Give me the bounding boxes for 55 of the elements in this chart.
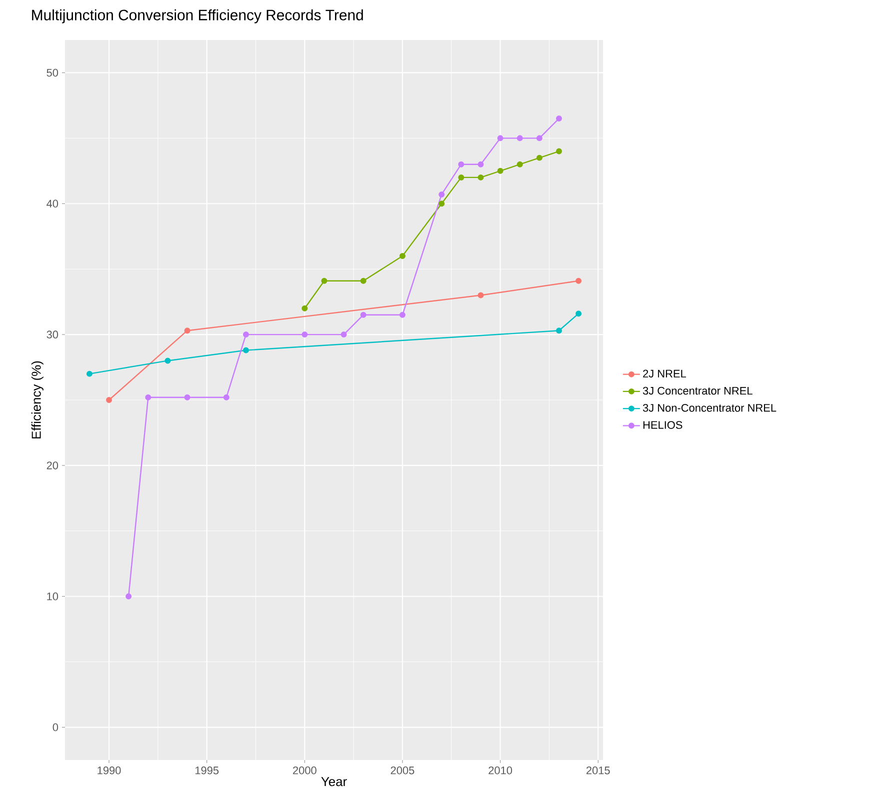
legend-label: 3J Concentrator NREL (642, 386, 752, 395)
point (340, 332, 347, 338)
point (556, 116, 562, 122)
legend-label: 3J Non-Concentrator NREL (642, 404, 776, 412)
x-tick-label: 2000 (293, 766, 316, 774)
legend-label: HELIOS (643, 421, 682, 429)
point (126, 593, 132, 600)
point (438, 200, 445, 207)
point (399, 253, 406, 259)
point (497, 168, 504, 174)
x-tick-label: 2015 (586, 766, 610, 774)
point (516, 161, 523, 168)
point (516, 135, 523, 142)
y-tick-label: 50 (46, 68, 58, 77)
point (478, 174, 484, 180)
point (478, 292, 484, 298)
point (576, 278, 582, 284)
point (302, 305, 308, 312)
point (536, 154, 542, 161)
point (223, 394, 230, 400)
point (399, 312, 406, 318)
y-tick-label: 30 (46, 330, 58, 338)
x-axis-title: Year (321, 777, 347, 786)
point (145, 394, 152, 400)
point (106, 397, 112, 403)
point (478, 161, 484, 168)
point (164, 358, 171, 364)
x-tick-label: 1990 (98, 766, 121, 774)
x-tick-label: 2010 (488, 766, 512, 774)
point (458, 161, 464, 168)
point (360, 278, 366, 284)
x-tick-label: 1995 (195, 766, 219, 774)
y-axis-title: Efficiency (%) (31, 361, 44, 438)
y-tick-label: 10 (47, 592, 58, 600)
point (184, 394, 190, 400)
point (576, 310, 582, 317)
x-tick-label: 2005 (390, 766, 414, 774)
point (438, 191, 445, 198)
point (536, 135, 542, 142)
point (556, 148, 562, 154)
legend-label: 2J NREL (643, 370, 686, 378)
y-tick-label: 20 (46, 462, 58, 470)
point (556, 328, 562, 334)
point (360, 312, 366, 318)
point (242, 347, 249, 354)
point (497, 135, 504, 142)
chart-title: Multijunction Conversion Efficiency Records Trend (32, 9, 363, 24)
y-tick-label: 0 (52, 723, 58, 732)
point (458, 174, 464, 180)
point (184, 328, 190, 334)
point (86, 370, 92, 377)
point (242, 332, 249, 338)
point (302, 332, 308, 338)
y-tick-label: 40 (46, 200, 58, 208)
point (321, 278, 328, 284)
